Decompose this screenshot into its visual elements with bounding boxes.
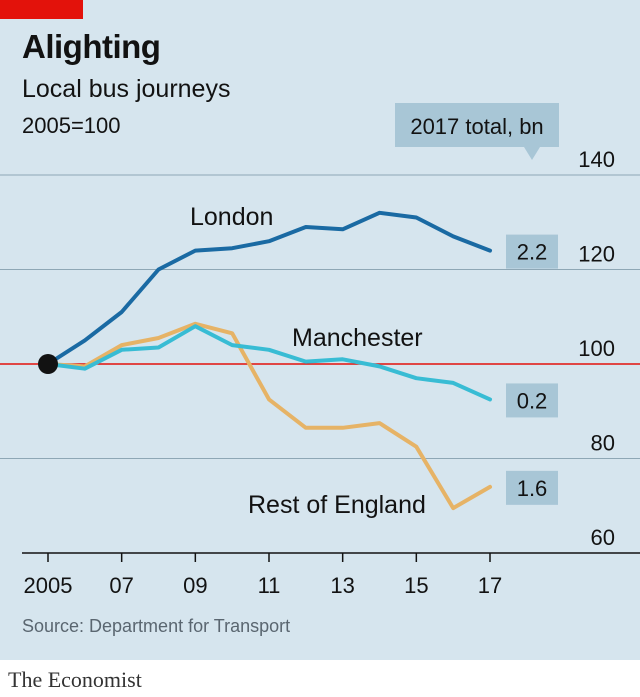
value-box-manchester — [506, 383, 558, 418]
grid-layer — [0, 174, 640, 562]
x-tick-label: 13 — [330, 573, 354, 598]
value-box-london — [506, 234, 558, 269]
index-base-note: 2005=100 — [22, 113, 121, 138]
brand-red-tag — [0, 0, 83, 19]
value-label-manchester: 0.2 — [517, 388, 548, 413]
y-tick-label: 100 — [578, 336, 615, 361]
x-tick-label: 09 — [183, 573, 207, 598]
chart-title: Alighting — [22, 28, 161, 65]
series-line-rest-of-england — [46, 321, 492, 511]
y-tick-label: 60 — [591, 525, 615, 550]
y-tick-label: 80 — [591, 431, 615, 456]
value-box-rest-of-england — [506, 470, 558, 505]
chart-subtitle: Local bus journeys — [22, 75, 231, 103]
x-tick-label: 07 — [109, 573, 133, 598]
series-layer — [38, 210, 492, 511]
y-tick-label: 140 — [578, 147, 615, 172]
series-label-london: London — [190, 203, 273, 231]
legend-callout-box — [395, 103, 559, 147]
series-label-rest-of-england: Rest of England — [248, 491, 426, 519]
source-note: Source: Department for Transport — [22, 616, 291, 636]
value-label-rest-of-england: 1.6 — [517, 476, 548, 501]
series-label-manchester: Manchester — [292, 324, 423, 352]
start-point-marker — [38, 354, 58, 374]
value-label-london: 2.2 — [517, 240, 548, 265]
x-tick-label: 2005 — [24, 573, 73, 598]
x-tick-label: 17 — [478, 573, 502, 598]
series-line-london — [46, 210, 492, 366]
legend-callout-pointer — [524, 147, 540, 160]
line-chart: 60 80 100 120 140 2005 07 09 11 13 15 17 London Manch… — [0, 103, 640, 598]
series-line-manchester — [46, 324, 492, 402]
publisher-brand: The Economist — [8, 667, 142, 692]
legend-callout-label: 2017 total, bn — [410, 114, 543, 139]
label-layer: 60 80 100 120 140 2005 07 09 11 13 15 17 London Manch… — [24, 103, 615, 598]
x-tick-label: 11 — [258, 573, 281, 598]
y-tick-label: 120 — [578, 242, 615, 267]
x-tick-label: 15 — [404, 573, 428, 598]
